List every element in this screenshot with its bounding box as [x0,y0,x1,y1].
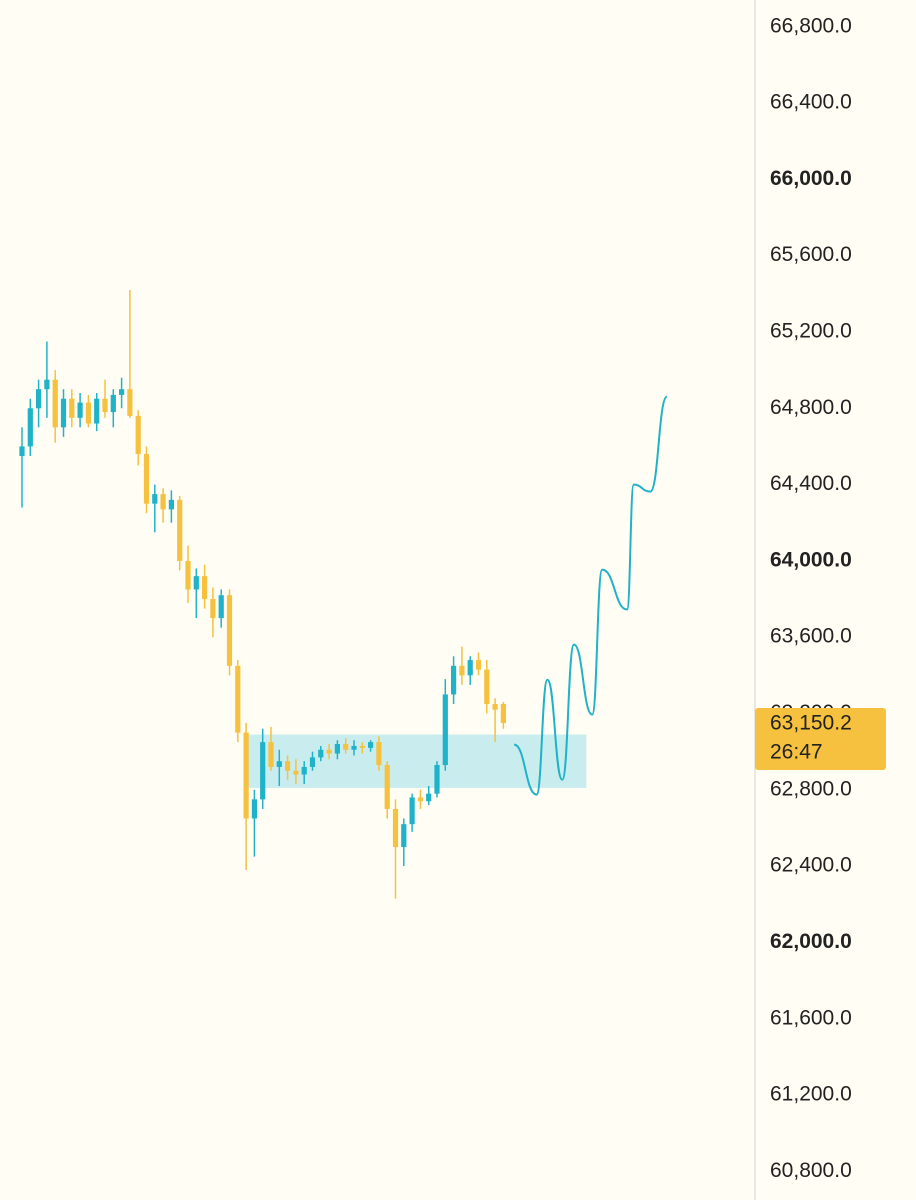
candle-body [94,398,100,424]
y-tick-label: 64,400.0 [770,472,852,495]
candle-body [401,824,407,848]
candle-body [442,694,448,766]
candle-body [326,749,332,754]
candle-body [135,415,141,455]
y-tick-label: 62,800.0 [770,777,852,800]
candle-body [459,665,465,676]
candle-body [285,761,291,771]
candle-body [119,389,125,395]
y-tick-label: 62,400.0 [770,854,852,877]
candle-body [160,494,166,510]
candle-body [334,744,340,754]
candle-body [52,379,58,428]
candle-body [177,499,183,561]
candle-body [110,394,116,413]
candle-body [193,576,199,590]
candle-body [392,808,399,848]
y-tick-label: 60,800.0 [770,1159,852,1182]
candle-body [60,398,67,428]
candle-body [467,660,473,676]
projection-line [513,395,668,796]
candle-body [368,742,374,748]
candle-body [376,742,382,766]
candle-body [343,744,349,750]
price-label: 63,150.2 [770,712,852,735]
candle-body [202,576,208,600]
zone [246,734,587,788]
candle-body [27,408,33,447]
candle-body [426,793,432,802]
candle-body [36,389,42,409]
candle-body [492,703,498,710]
candle-body [127,389,133,416]
candle-body [409,797,415,825]
candle-body [77,402,83,418]
candle-body [251,799,257,819]
candle-body [301,766,307,775]
candle-body [276,761,282,767]
candle-body [19,446,25,456]
y-tick-label: 64,800.0 [770,396,852,419]
candle-body [351,745,357,750]
candle-body [102,398,108,413]
candle-body [434,765,440,794]
candle-body [235,665,241,733]
candle-body [185,560,191,590]
y-tick-label: 62,000.0 [770,930,852,953]
candle-body [168,499,174,510]
candle-body [85,402,91,424]
candle-body [243,732,249,819]
candle-body [44,379,50,390]
candle-body [69,398,75,418]
y-tick-label: 66,000.0 [770,167,852,190]
candle-body [268,742,274,767]
candle-body [484,669,490,704]
candle-body [293,770,299,775]
candle-body [475,660,482,670]
countdown-label: 26:47 [770,741,823,764]
candle-body [218,595,224,619]
candle-body [500,703,506,724]
candle-body [417,797,423,802]
candle-body [143,454,150,504]
y-tick-label: 63,600.0 [770,625,852,648]
y-tick-label: 66,400.0 [770,91,852,114]
candle-body [152,494,158,504]
candle-body [384,765,390,809]
y-tick-label: 64,000.0 [770,548,852,571]
candle-body [210,599,216,619]
candle-body [359,745,365,748]
candle-body [226,595,233,666]
y-tick-label: 61,200.0 [770,1083,852,1106]
y-tick-label: 65,200.0 [770,320,852,343]
price-label-box [755,708,886,771]
candle-body [451,665,457,695]
y-tick-label: 65,600.0 [770,243,852,266]
candle-body [260,742,266,800]
y-tick-label: 66,800.0 [770,14,852,37]
y-tick-label: 61,600.0 [770,1006,852,1029]
candle-body [309,757,316,767]
candle-body [318,749,324,758]
